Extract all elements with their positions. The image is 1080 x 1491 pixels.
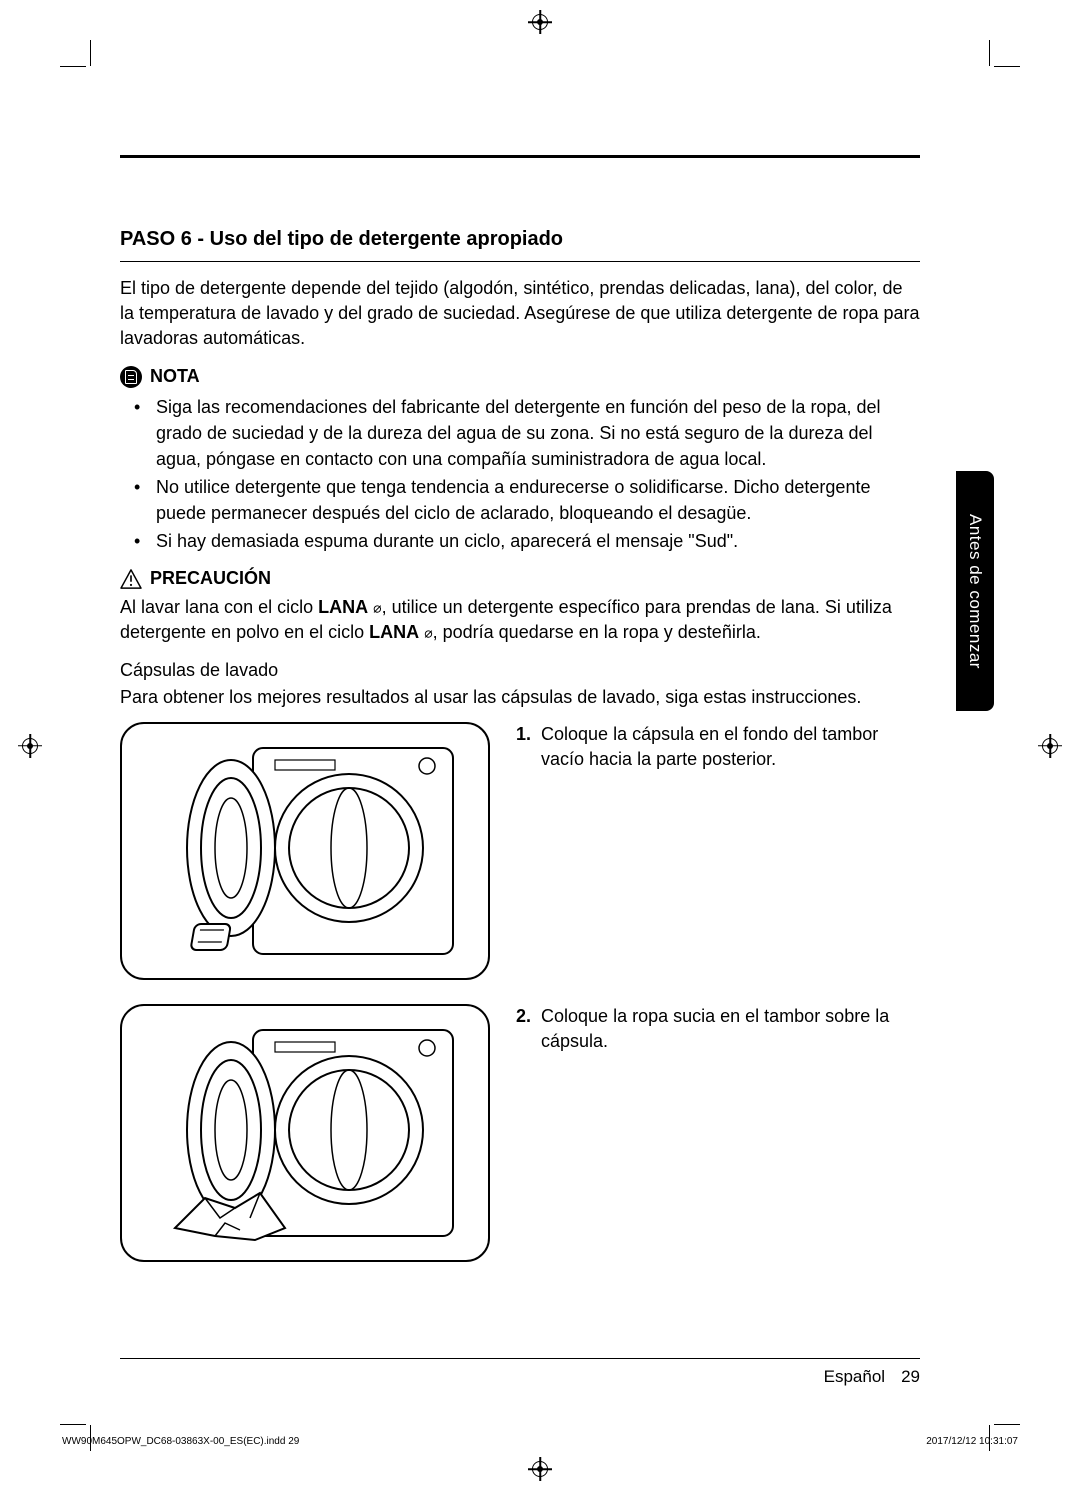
note-list: Siga las recomendaciones del fabricante …	[120, 394, 920, 555]
note-item: Si hay demasiada espuma durante un ciclo…	[120, 528, 920, 554]
note-item: Siga las recomendaciones del fabricante …	[120, 394, 920, 472]
step-2-text: 2. Coloque la ropa sucia en el tambor so…	[516, 1004, 920, 1262]
crop-mark	[989, 40, 990, 66]
step-title-text: Uso del tipo de detergente apropiado	[210, 228, 563, 250]
note-label: NOTA	[150, 366, 200, 387]
registration-mark-left	[22, 738, 38, 754]
registration-mark-right	[1042, 738, 1058, 754]
wool-icon: ⌀	[373, 600, 381, 616]
note-icon	[120, 366, 142, 388]
wool-icon: ⌀	[424, 625, 432, 641]
step-body: Coloque la ropa sucia en el tambor sobre…	[541, 1004, 920, 1054]
caution-label: PRECAUCIÓN	[150, 568, 271, 589]
step-number: 2.	[516, 1004, 531, 1054]
caution-header: PRECAUCIÓN	[120, 568, 920, 589]
page-content: PASO 6 - Uso del tipo de detergente apro…	[120, 155, 920, 1286]
section-tab: Antes de comenzar	[956, 471, 994, 711]
crop-mark	[60, 66, 86, 67]
step-heading: PASO 6 - Uso del tipo de detergente apro…	[120, 228, 920, 262]
registration-mark-bottom	[532, 1461, 548, 1477]
footer-rule	[120, 1358, 920, 1359]
illustration-laundry	[120, 1004, 490, 1262]
capsules-heading: Cápsulas de lavado	[120, 660, 920, 681]
crop-mark	[994, 66, 1020, 67]
caution-icon	[120, 569, 142, 589]
registration-mark-top	[532, 14, 548, 30]
note-header: NOTA	[120, 366, 920, 388]
step-prefix: PASO 6 -	[120, 228, 210, 250]
step-1-text: 1. Coloque la cápsula en el fondo del ta…	[516, 722, 920, 980]
intro-paragraph: El tipo de detergente depende del tejido…	[120, 276, 920, 352]
crop-mark	[60, 1424, 86, 1425]
page-number: 29	[901, 1367, 920, 1386]
crop-mark	[90, 40, 91, 66]
note-item: No utilice detergente que tenga tendenci…	[120, 474, 920, 526]
section-tab-label: Antes de comenzar	[965, 514, 985, 669]
imprint-file: WW90M645OPW_DC68-03863X-00_ES(EC).indd 2…	[62, 1436, 299, 1447]
header-rule	[120, 155, 920, 158]
capsules-intro: Para obtener los mejores resultados al u…	[120, 685, 920, 710]
step-body: Coloque la cápsula en el fondo del tambo…	[541, 722, 920, 772]
footer: Español 29	[824, 1367, 920, 1387]
illustration-row-2: 2. Coloque la ropa sucia en el tambor so…	[120, 1004, 920, 1262]
caution-text: Al lavar lana con el ciclo LANA ⌀, utili…	[120, 595, 920, 645]
step-number: 1.	[516, 722, 531, 772]
illustration-capsule	[120, 722, 490, 980]
crop-mark	[994, 1424, 1020, 1425]
imprint-date: 2017/12/12 10:31:07	[926, 1436, 1018, 1447]
illustration-row-1: 1. Coloque la cápsula en el fondo del ta…	[120, 722, 920, 980]
footer-language: Español	[824, 1367, 885, 1386]
